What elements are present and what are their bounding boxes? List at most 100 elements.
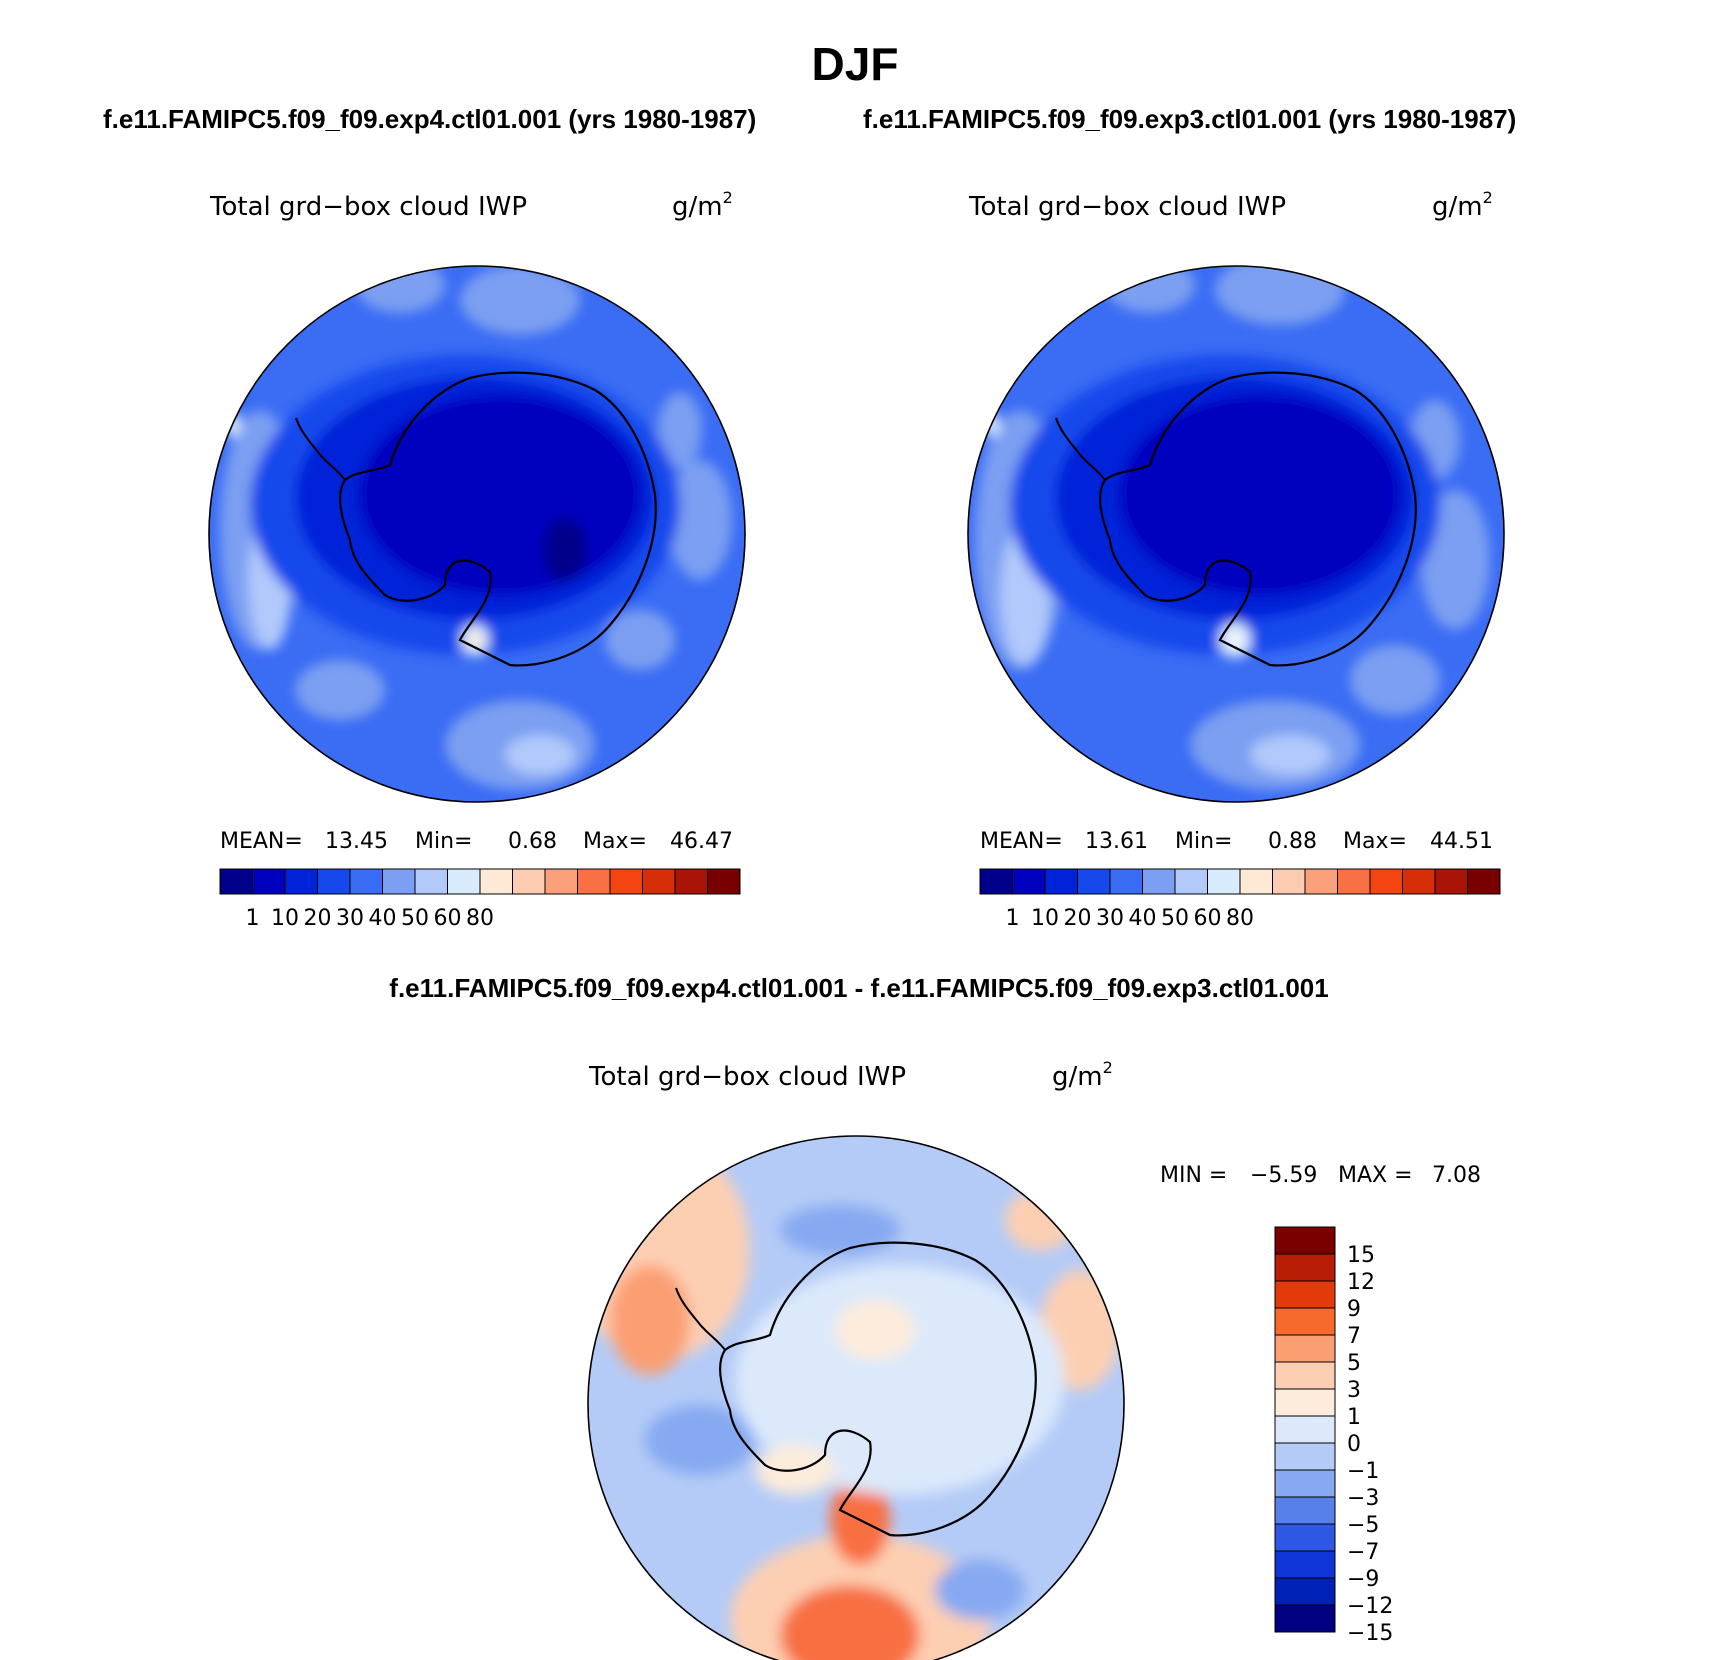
colorbar-difference-swatch: [1274, 1307, 1336, 1336]
colorbar-difference-tick-label: 7: [1347, 1324, 1361, 1349]
colorbar-difference-tick-label: 0: [1347, 1432, 1361, 1457]
colorbar-exp4-tick-label: 20: [304, 906, 332, 931]
diff-title: f.e11.FAMIPC5.f09_f09.exp4.ctl01.001 - f…: [389, 973, 1328, 1003]
panel-exp3-units: g/m2: [1432, 188, 1493, 222]
colorbar-difference-swatch: [1274, 1523, 1336, 1552]
colorbar-exp3-swatch: [1337, 868, 1371, 895]
colorbar-exp3-tick-label: 20: [1064, 906, 1092, 931]
colorbar-exp3: 1 10 20 30 40 50 60 80: [979, 868, 1501, 931]
colorbar-exp3-tick-label: 1: [1006, 906, 1020, 931]
colorbar-difference-tick-label: 5: [1347, 1351, 1361, 1376]
colorbar-exp4-swatch: [544, 868, 578, 895]
diff-min-value: −5.59: [1250, 1163, 1317, 1188]
colorbar-exp4-swatch: [447, 868, 481, 895]
colorbar-difference-tick-label: −3: [1347, 1486, 1379, 1511]
colorbar-difference-swatch: [1274, 1226, 1336, 1255]
colorbar-exp4-tick-label: 60: [434, 906, 462, 931]
min-value: 0.68: [508, 829, 557, 854]
subtitle-right: f.e11.FAMIPC5.f09_f09.exp3.ctl01.001 (yr…: [863, 104, 1516, 134]
stats-exp4: MEAN= 13.45 Min= 0.68 Max= 46.47: [220, 829, 733, 854]
colorbar-exp3-tick-label: 50: [1161, 906, 1189, 931]
colorbar-exp4-swatch: [479, 868, 513, 895]
colorbar-difference-swatch: [1274, 1415, 1336, 1444]
antarctica-coastline-exp4: [338, 371, 657, 667]
colorbar-exp4-swatch: [674, 868, 708, 895]
max-value: 44.51: [1430, 829, 1493, 854]
colorbar-exp3-swatch: [1012, 868, 1046, 895]
colorbar-exp4-swatch: [317, 868, 351, 895]
colorbar-exp4-swatch: [382, 868, 416, 895]
map-difference: [588, 1136, 1124, 1660]
svg-text:Max=: Max=: [1343, 829, 1407, 854]
colorbar-exp4: 1 10 20 30 40 50 60 80: [219, 868, 741, 931]
panel-exp3-variable: Total grd−box cloud IWP: [968, 192, 1286, 222]
colorbar-exp3-swatch: [1369, 868, 1403, 895]
peninsula-coastline-exp3: [1055, 417, 1106, 481]
subtitle-left: f.e11.FAMIPC5.f09_f09.exp4.ctl01.001 (yr…: [103, 104, 756, 134]
colorbar-exp3-swatch: [1207, 868, 1241, 895]
panel-exp4-variable: Total grd−box cloud IWP: [209, 192, 527, 222]
colorbar-difference-tick-label: 15: [1347, 1243, 1375, 1268]
colorbar-difference-tick-label: −7: [1347, 1540, 1379, 1565]
svg-text:MIN =: MIN =: [1160, 1163, 1227, 1188]
colorbar-exp3-swatch: [1304, 868, 1338, 895]
min-value: 0.88: [1268, 829, 1317, 854]
colorbar-exp3-swatch: [1434, 868, 1468, 895]
colorbar-difference-swatch: [1274, 1253, 1336, 1282]
antarctica-coastline-diff: [718, 1241, 1037, 1537]
svg-text:Min=: Min=: [1175, 829, 1232, 854]
colorbar-exp4-tick-label: 30: [336, 906, 364, 931]
colorbar-exp3-swatch: [1174, 868, 1208, 895]
colorbar-difference-swatch: [1274, 1280, 1336, 1309]
colorbar-difference-swatch: [1274, 1577, 1336, 1606]
colorbar-exp3-tick-label: 40: [1129, 906, 1157, 931]
map-exp4: [209, 266, 745, 802]
antarctica-coastline-exp3: [1098, 371, 1417, 667]
colorbar-exp3-swatch: [1142, 868, 1176, 895]
colorbar-exp3-swatch: [979, 868, 1013, 895]
colorbar-exp3-swatch: [1044, 868, 1078, 895]
colorbar-difference-swatch: [1274, 1496, 1336, 1525]
figure-title: DJF: [812, 38, 899, 90]
mean-value: 13.61: [1085, 829, 1148, 854]
colorbar-difference-tick-label: 9: [1347, 1297, 1361, 1322]
colorbar-exp3-swatch: [1239, 868, 1273, 895]
colorbar-difference-tick-label: 12: [1347, 1270, 1375, 1295]
map-boundary-difference: [587, 1135, 1125, 1660]
panel-exp3: Total grd−box cloud IWP g/m2: [967, 188, 1505, 931]
colorbar-exp4-swatch: [349, 868, 383, 895]
colorbar-difference-swatch: [1274, 1469, 1336, 1498]
svg-text:Min=: Min=: [415, 829, 472, 854]
colorbar-difference-tick-label: 3: [1347, 1378, 1361, 1403]
colorbar-exp4-tick-label: 10: [271, 906, 299, 931]
colorbar-difference-swatch: [1274, 1604, 1336, 1633]
diff-units: g/m2: [1052, 1058, 1113, 1092]
colorbar-difference-tick-label: −12: [1347, 1594, 1393, 1619]
colorbar-exp4-swatch: [642, 868, 676, 895]
svg-text:MEAN=: MEAN=: [220, 829, 303, 854]
colorbar-exp4-swatch: [284, 868, 318, 895]
diff-variable: Total grd−box cloud IWP: [588, 1062, 906, 1092]
colorbar-difference-swatch: [1274, 1361, 1336, 1390]
map-boundary-exp3: [967, 265, 1505, 803]
colorbar-exp3-tick-label: 60: [1194, 906, 1222, 931]
svg-text:Max=: Max=: [583, 829, 647, 854]
colorbar-difference-swatch: [1274, 1388, 1336, 1417]
map-boundary-exp4: [208, 265, 746, 803]
max-value: 46.47: [670, 829, 733, 854]
colorbar-exp4-swatch: [609, 868, 643, 895]
colorbar-difference-swatch: [1274, 1334, 1336, 1363]
colorbar-exp4-tick-label: 50: [401, 906, 429, 931]
colorbar-difference-tick-label: −15: [1347, 1621, 1393, 1646]
panel-exp4-units: g/m2: [672, 188, 733, 222]
diff-max-value: 7.08: [1432, 1163, 1481, 1188]
peninsula-coastline-exp4: [295, 417, 346, 481]
panel-difference: Total grd−box cloud IWP g/m2: [587, 1058, 1481, 1660]
mean-value: 13.45: [325, 829, 388, 854]
colorbar-difference-tick-label: −9: [1347, 1567, 1379, 1592]
colorbar-exp3-swatch: [1077, 868, 1111, 895]
colorbar-exp3-tick-label: 10: [1031, 906, 1059, 931]
colorbar-difference-tick-label: −1: [1347, 1459, 1379, 1484]
